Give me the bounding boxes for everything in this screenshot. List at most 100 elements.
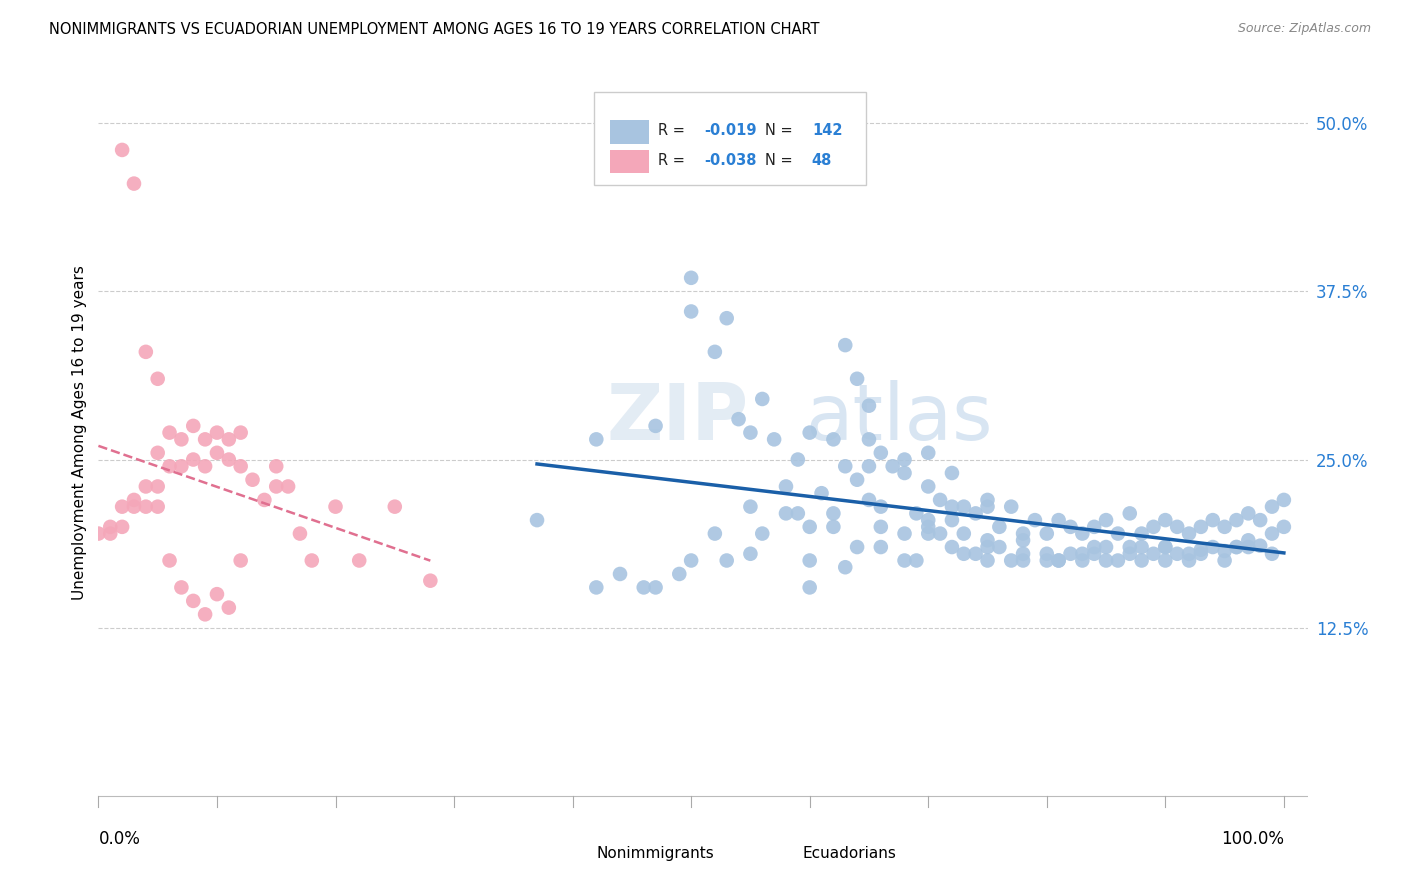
Point [929, 526, 952, 541]
Text: 0.0%: 0.0% [98, 830, 141, 847]
Point [301, 553, 323, 567]
Point [384, 500, 406, 514]
Point [1202, 513, 1225, 527]
Text: -0.019: -0.019 [704, 123, 756, 138]
Point [1237, 540, 1260, 554]
Point [1000, 553, 1022, 567]
Point [952, 547, 974, 561]
Point [1095, 513, 1118, 527]
Text: Source: ZipAtlas.com: Source: ZipAtlas.com [1237, 22, 1371, 36]
Point [858, 399, 880, 413]
Text: R =: R = [658, 153, 685, 168]
Point [135, 479, 157, 493]
Point [799, 553, 821, 567]
Point [823, 433, 845, 447]
Point [633, 581, 655, 595]
Point [1059, 520, 1081, 534]
Point [146, 500, 169, 514]
Point [775, 479, 797, 493]
Text: 48: 48 [811, 153, 832, 168]
Point [810, 486, 832, 500]
Point [740, 500, 762, 514]
Point [1024, 513, 1046, 527]
Point [775, 507, 797, 521]
Point [976, 500, 998, 514]
Point [264, 479, 287, 493]
Point [170, 459, 193, 474]
Point [893, 553, 915, 567]
Point [751, 392, 773, 406]
Point [122, 500, 145, 514]
Point [242, 473, 264, 487]
Point [869, 520, 891, 534]
Point [1012, 547, 1035, 561]
Point [716, 311, 738, 326]
Point [146, 446, 169, 460]
Point [1261, 526, 1284, 541]
Point [1119, 507, 1142, 521]
Point [893, 466, 915, 480]
Point [1107, 553, 1129, 567]
Point [1095, 540, 1118, 554]
Point [146, 479, 169, 493]
Point [976, 540, 998, 554]
Point [264, 459, 287, 474]
Point [1047, 513, 1070, 527]
Point [740, 547, 762, 561]
Point [205, 587, 228, 601]
Point [1237, 507, 1260, 521]
Point [941, 513, 963, 527]
Point [585, 433, 607, 447]
Point [858, 492, 880, 507]
Point [181, 452, 204, 467]
Point [893, 452, 915, 467]
Point [205, 425, 228, 440]
Point [1036, 547, 1059, 561]
Point [716, 553, 738, 567]
Point [823, 520, 845, 534]
Point [218, 600, 240, 615]
Point [763, 433, 786, 447]
Point [917, 526, 939, 541]
Point [858, 459, 880, 474]
Point [751, 526, 773, 541]
Point [419, 574, 441, 588]
Point [1154, 540, 1177, 554]
Point [1178, 553, 1201, 567]
Point [1225, 540, 1247, 554]
Point [159, 459, 181, 474]
Point [681, 270, 703, 285]
Point [941, 540, 963, 554]
Point [526, 513, 548, 527]
Point [799, 520, 821, 534]
Text: N =: N = [765, 123, 793, 138]
Point [98, 520, 121, 534]
Point [205, 446, 228, 460]
FancyBboxPatch shape [610, 120, 648, 144]
Text: N =: N = [765, 153, 793, 168]
Point [905, 507, 928, 521]
Point [218, 452, 240, 467]
Point [1012, 533, 1035, 548]
Point [917, 513, 939, 527]
Point [976, 533, 998, 548]
Point [1178, 547, 1201, 561]
Point [976, 492, 998, 507]
Point [229, 459, 252, 474]
Point [1237, 533, 1260, 548]
Point [111, 500, 134, 514]
Point [1189, 520, 1212, 534]
Point [1213, 520, 1236, 534]
Point [799, 581, 821, 595]
Text: Nonimmigrants: Nonimmigrants [596, 847, 714, 862]
Point [277, 479, 299, 493]
Point [834, 560, 856, 574]
Point [846, 473, 869, 487]
Point [858, 433, 880, 447]
Point [834, 338, 856, 352]
Point [1249, 513, 1271, 527]
Point [941, 466, 963, 480]
Point [1036, 526, 1059, 541]
Point [1225, 540, 1247, 554]
Point [229, 553, 252, 567]
